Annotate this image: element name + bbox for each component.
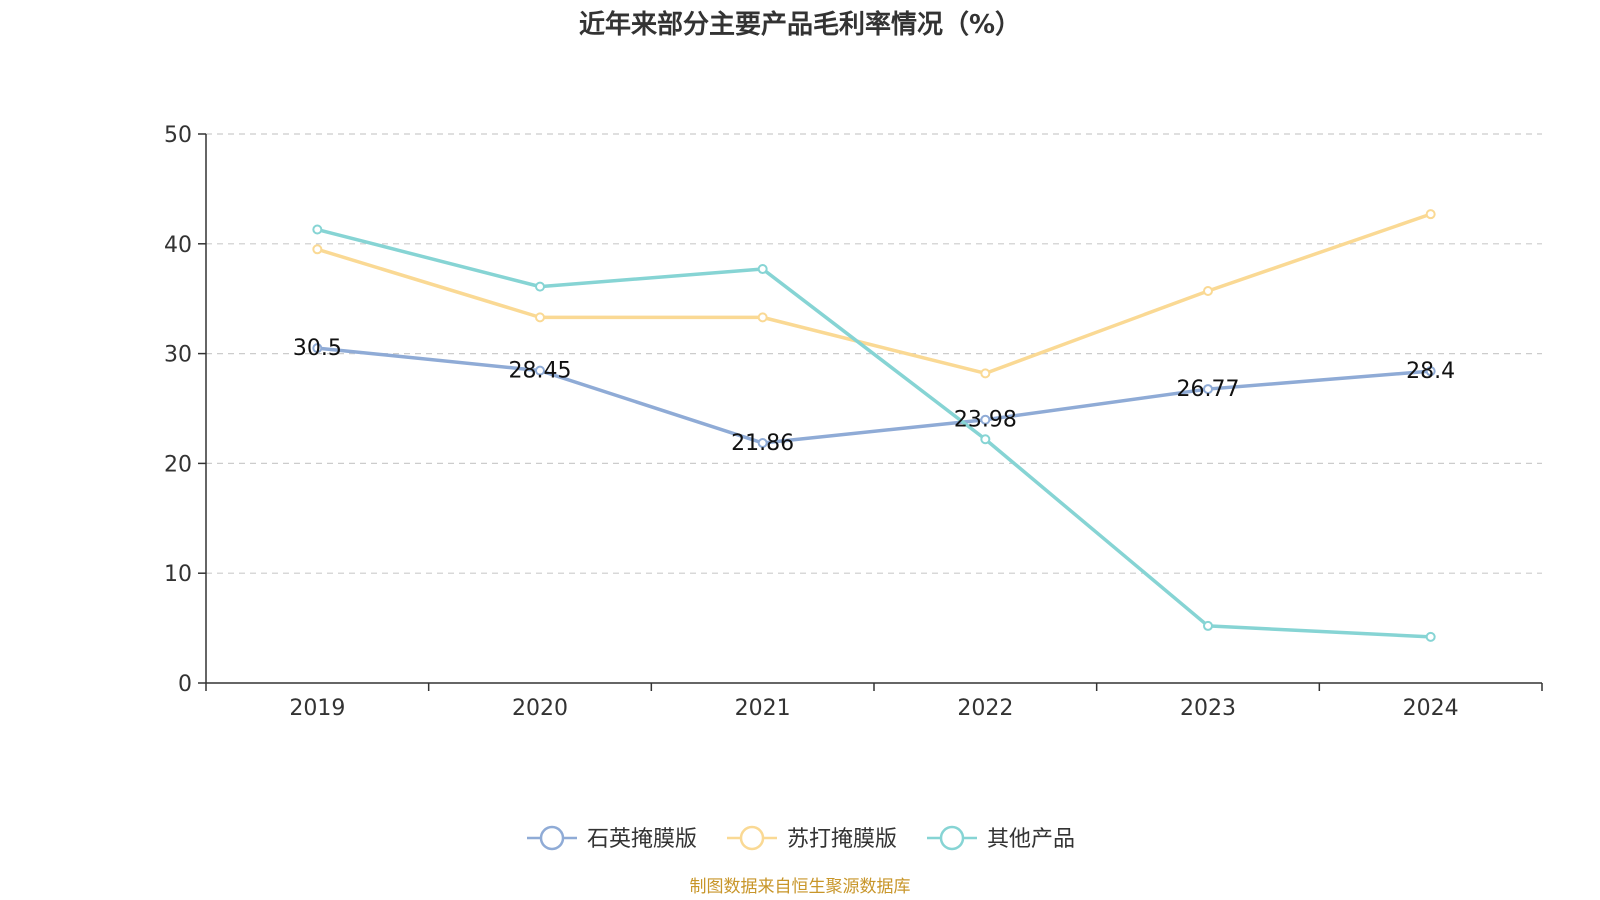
data-label: 28.4: [1406, 359, 1455, 384]
data-point[interactable]: [757, 437, 768, 448]
data-point[interactable]: [535, 281, 545, 292]
grid-lines: [206, 133, 1542, 574]
y-tick-label: 10: [164, 562, 192, 587]
series-line-0: [317, 346, 1431, 445]
data-label: 23.98: [954, 408, 1017, 433]
x-tick-label: 2019: [289, 696, 345, 721]
series-line-2: [316, 227, 1431, 639]
y-tick-label: 40: [164, 233, 192, 258]
axes: 0 10 20 30 40 50 2019 2020 2021 2022 2023 2024: [164, 123, 1543, 721]
data-label: 26.77: [1177, 377, 1240, 402]
data-point[interactable]: [312, 244, 323, 255]
x-tick-label: 2021: [735, 696, 791, 721]
data-point[interactable]: [535, 365, 545, 376]
data-label: 21.86: [731, 431, 794, 456]
y-tick-label: 50: [164, 123, 192, 148]
data-point[interactable]: [312, 343, 323, 354]
data-point[interactable]: [980, 414, 991, 425]
legend-marker: [539, 825, 565, 851]
x-tick-label: 2024: [1403, 696, 1459, 721]
legend-item-0[interactable]: 石英掩膜版: [527, 825, 697, 852]
legend-item-1[interactable]: 苏打掩膜版: [727, 825, 897, 852]
source-note: 制图数据来自恒生聚源数据库: [690, 877, 911, 897]
data-label: 30.5: [293, 336, 342, 361]
x-tick-label: 2023: [1180, 696, 1236, 721]
data-point[interactable]: [757, 264, 768, 275]
series-layer: [312, 209, 1436, 642]
data-point[interactable]: [980, 368, 991, 379]
data-point[interactable]: [1425, 209, 1436, 220]
legend-label: 苏打掩膜版: [787, 827, 897, 852]
data-label: 28.45: [509, 359, 572, 384]
data-point[interactable]: [1203, 384, 1213, 395]
data-labels: 30.5 28.45 21.86 23.98 26.77 28.4: [293, 336, 1455, 456]
y-tick-label: 0: [178, 672, 192, 697]
legend-label: 石英掩膜版: [587, 827, 697, 852]
x-tick-label: 2020: [512, 696, 568, 721]
legend-label: 其他产品: [987, 827, 1075, 852]
series-line-1: [316, 212, 1432, 376]
data-point[interactable]: [980, 434, 991, 445]
x-tick-label: 2022: [957, 696, 1013, 721]
legend-marker: [739, 825, 765, 851]
chart-title: 近年来部分主要产品毛利率情况（%）: [579, 9, 1021, 40]
data-point[interactable]: [1425, 366, 1436, 377]
data-point[interactable]: [1203, 620, 1213, 631]
y-tick-label: 30: [164, 343, 192, 368]
legend-item-2[interactable]: 其他产品: [927, 825, 1075, 852]
y-tick-label: 20: [164, 452, 192, 477]
data-point[interactable]: [535, 312, 545, 323]
legend[interactable]: 石英掩膜版 苏打掩膜版 其他产品: [527, 825, 1075, 852]
data-point[interactable]: [757, 312, 768, 323]
data-point[interactable]: [1203, 286, 1213, 297]
data-point[interactable]: [312, 224, 323, 235]
legend-marker: [939, 825, 965, 851]
data-point[interactable]: [1425, 631, 1436, 642]
